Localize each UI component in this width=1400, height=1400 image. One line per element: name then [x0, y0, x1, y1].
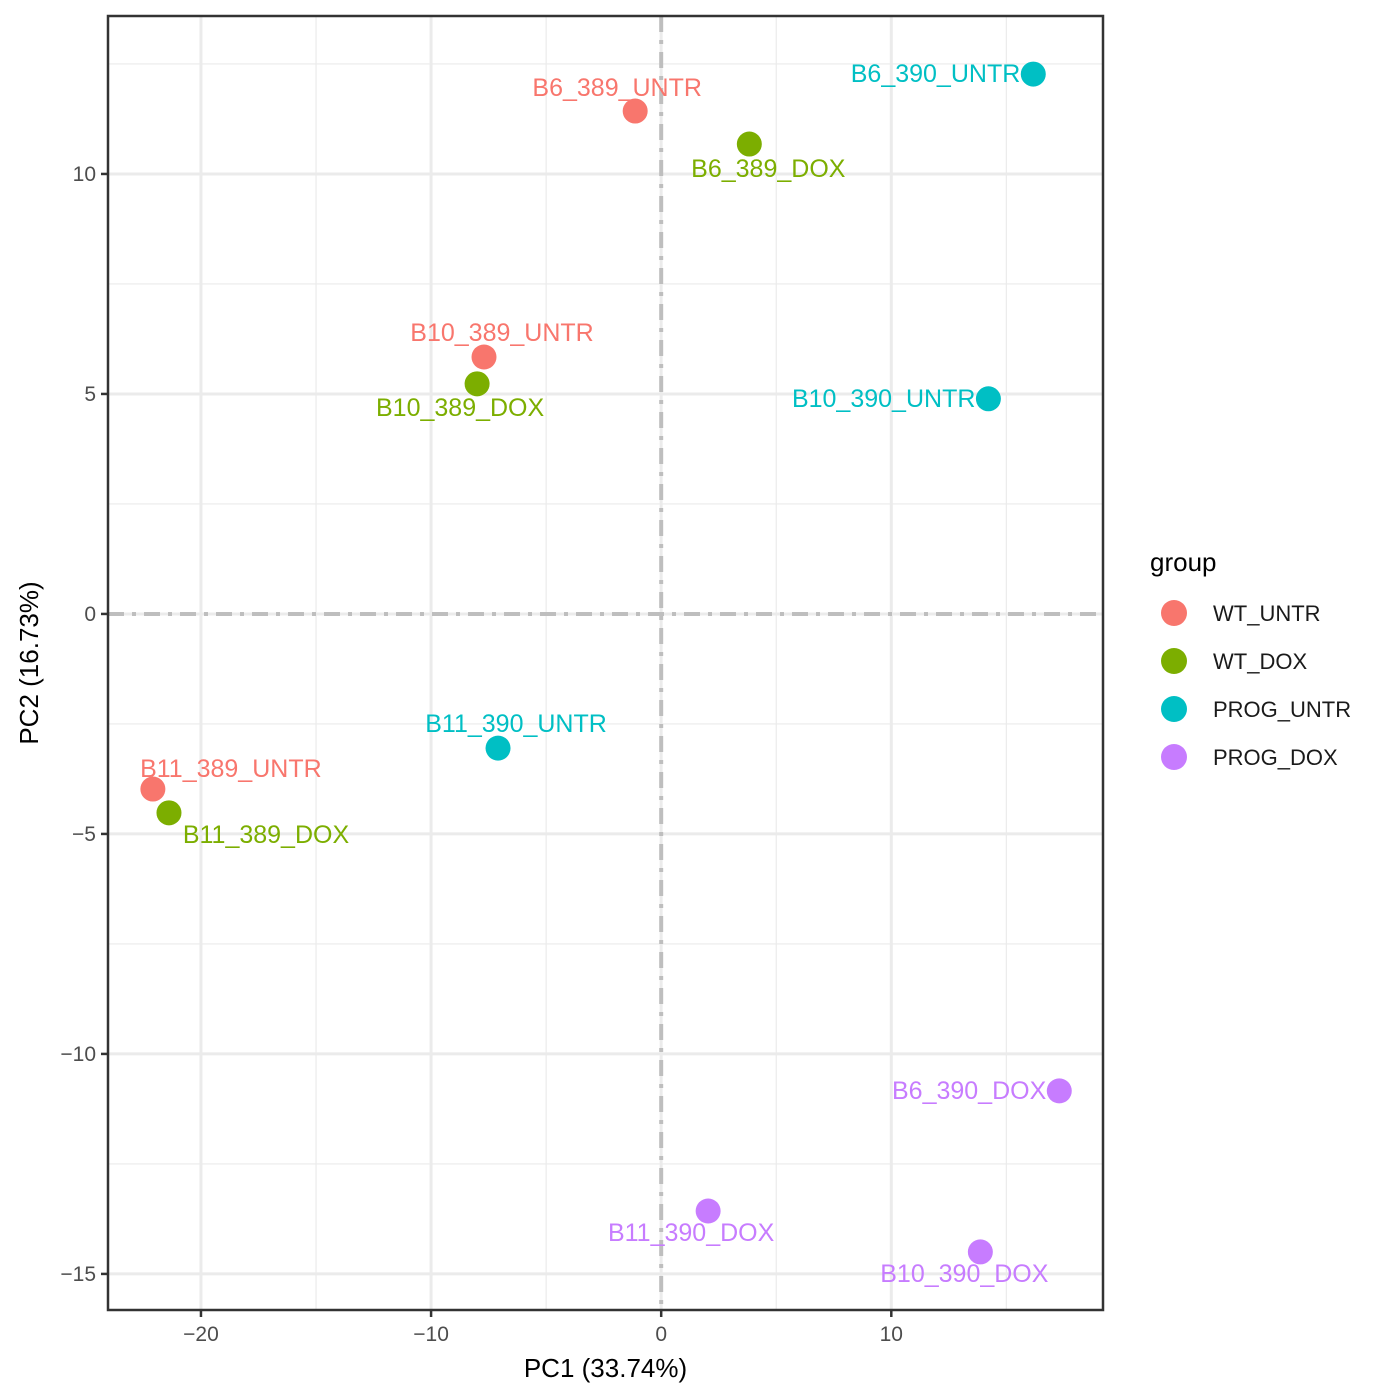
legend-key-prog-untr: [1161, 696, 1187, 722]
legend-key-wt-dox: [1161, 648, 1187, 674]
data-point-b6-390-untr: [1020, 61, 1046, 87]
point-label: B6_389_UNTR: [532, 74, 702, 102]
point-labels: B6_389_UNTR B6_389_DOX B6_390_UNTR B10_389_…: [140, 60, 1049, 1288]
legend-label: PROG_DOX: [1213, 745, 1338, 770]
y-axis-title: PC2 (16.73%): [14, 581, 44, 744]
data-point-b6-389-untr: [622, 98, 648, 124]
x-axis: −20 −10 0 10: [183, 1310, 903, 1346]
point-label: B10_390_DOX: [880, 1260, 1049, 1288]
data-point-b10-390-untr: [975, 386, 1001, 412]
legend-label: PROG_UNTR: [1213, 697, 1351, 722]
data-point-b11-389-dox: [156, 800, 182, 826]
x-tick-label: 0: [655, 1323, 667, 1346]
point-label: B11_389_UNTR: [140, 755, 322, 783]
y-tick-label: −5: [72, 823, 96, 846]
y-tick-label: 0: [84, 603, 96, 626]
point-label: B10_389_DOX: [376, 394, 545, 422]
y-tick-label: −15: [60, 1263, 96, 1286]
panel-border: [106, 14, 1105, 1312]
point-label: B10_390_UNTR: [792, 385, 975, 413]
data-point-b6-390-dox: [1046, 1078, 1072, 1104]
x-tick-label: 10: [880, 1323, 903, 1346]
x-tick-label: −20: [183, 1323, 219, 1346]
reference-lines: [108, 16, 1103, 1310]
data-point-b10-389-untr: [471, 344, 497, 370]
legend-key-prog-dox: [1161, 744, 1187, 770]
minor-gridlines: [108, 16, 1103, 1310]
point-label: B11_390_UNTR: [425, 710, 607, 738]
legend: group WT_UNTR WT_DOX PROG_UNTR PROG_DOX: [1150, 547, 1351, 770]
data-point-b6-389-dox: [736, 131, 762, 157]
point-label: B6_389_DOX: [691, 155, 846, 183]
legend-items: WT_UNTR WT_DOX PROG_UNTR PROG_DOX: [1161, 600, 1351, 770]
x-tick-label: −10: [413, 1323, 449, 1346]
data-point-b11-390-untr: [485, 735, 511, 761]
point-label: B10_389_UNTR: [410, 319, 593, 347]
data-points: [140, 61, 1072, 1265]
point-label: B6_390_DOX: [892, 1077, 1047, 1105]
y-tick-label: 5: [84, 383, 96, 406]
data-point-b11-390-dox: [695, 1198, 721, 1224]
data-point-b11-389-untr: [140, 776, 166, 802]
legend-key-wt-untr: [1161, 600, 1187, 626]
legend-label: WT_UNTR: [1213, 601, 1321, 626]
y-tick-label: −10: [60, 1043, 96, 1066]
data-point-b10-390-dox: [967, 1239, 993, 1265]
legend-title: group: [1150, 547, 1217, 577]
point-label: B11_389_DOX: [183, 821, 350, 849]
x-axis-title: PC1 (33.74%): [524, 1353, 687, 1383]
legend-label: WT_DOX: [1213, 649, 1307, 674]
point-label: B11_390_DOX: [608, 1219, 775, 1247]
major-gridlines: [108, 16, 1103, 1310]
point-label: B6_390_UNTR: [851, 60, 1021, 88]
data-point-b10-389-dox: [464, 371, 490, 397]
y-axis: −15 −10 −5 0 5 10: [60, 163, 108, 1286]
y-tick-label: 10: [73, 163, 96, 186]
